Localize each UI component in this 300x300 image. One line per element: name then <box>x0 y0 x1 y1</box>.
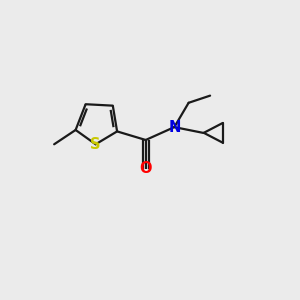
Text: O: O <box>140 161 152 176</box>
Text: N: N <box>168 120 181 135</box>
Text: S: S <box>90 137 101 152</box>
